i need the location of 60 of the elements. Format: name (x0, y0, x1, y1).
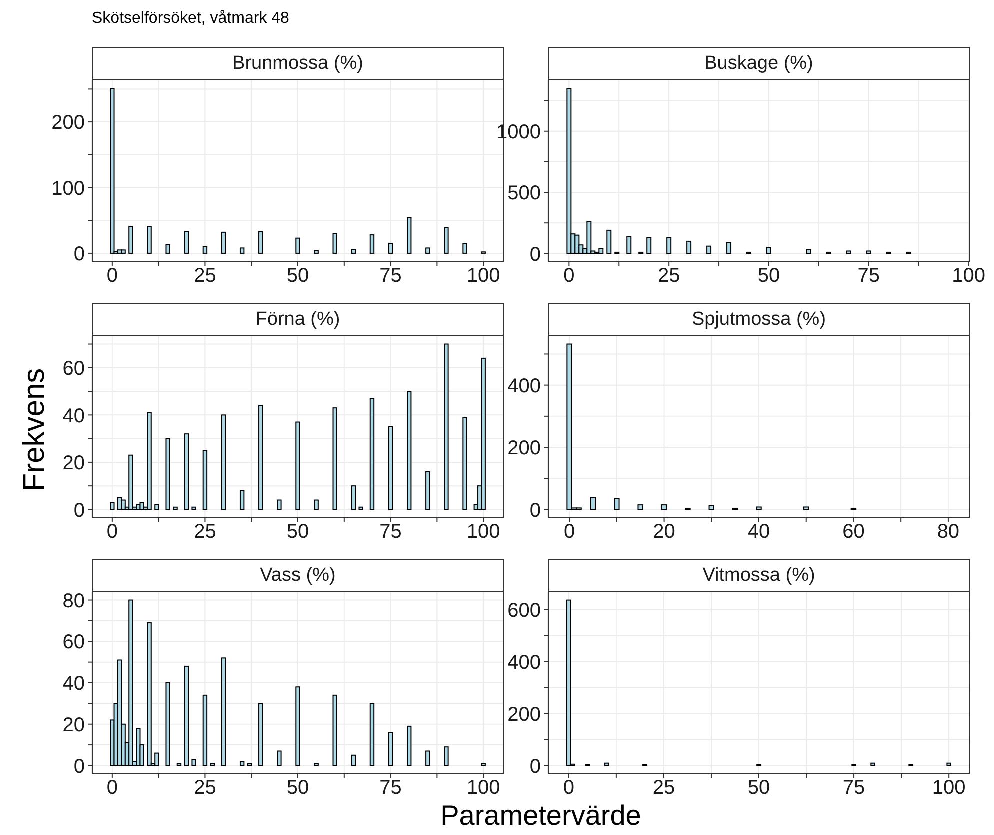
y-tick-label: 0 (530, 244, 541, 266)
text: Skötselförsöket, våtmark 48 (92, 10, 290, 28)
x-tick-label: 80 (937, 521, 960, 544)
y-tick-label: 0 (74, 244, 85, 266)
chart-title: Brunmossa (%) (92, 47, 504, 80)
x-tick-label: 50 (748, 777, 770, 800)
x-tick-label: 60 (842, 521, 865, 544)
y-tick-label: 0 (74, 756, 85, 778)
y-tick-label: 500 (508, 182, 541, 205)
x-tick-label: 100 (932, 777, 966, 800)
y-tick-label: 60 (62, 632, 85, 654)
x-tick-label: 100 (466, 521, 500, 544)
x-tick-label: 0 (106, 265, 118, 288)
x-tick-label: 50 (758, 265, 780, 288)
x-tick-label: 50 (286, 777, 310, 800)
x-tick-label: 40 (748, 521, 770, 544)
y-tick-label: 200 (508, 704, 541, 726)
chart-title: Vitmossa (%) (548, 559, 970, 592)
x-tick-label: 50 (286, 521, 310, 544)
x-tick-label: 100 (466, 777, 500, 800)
chart-title: Vass (%) (92, 559, 504, 592)
x-tick-label: 75 (380, 521, 402, 544)
x-tick-label: 0 (106, 777, 118, 800)
x-tick-label: 25 (658, 265, 680, 288)
y-tick-label: 200 (52, 112, 85, 134)
x-tick-label: 20 (653, 521, 676, 544)
x-tick-label: 0 (106, 521, 118, 544)
x-tick-label: 25 (652, 777, 676, 800)
x-tick-label: 50 (286, 265, 310, 288)
y-axis-title: Frekvens (18, 368, 52, 492)
y-tick-label: 40 (62, 405, 85, 428)
x-tick-label: 75 (380, 265, 402, 288)
x-tick-label: 25 (194, 265, 216, 288)
y-tick-label: 0 (74, 500, 85, 522)
y-tick-label: 400 (508, 652, 541, 674)
x-tick-label: 0 (564, 265, 575, 288)
y-tick-label: 60 (62, 358, 85, 380)
y-tick-label: 20 (62, 714, 85, 736)
x-tick-label: 25 (194, 521, 216, 544)
x-tick-label: 75 (842, 777, 866, 800)
x-tick-label: 75 (380, 777, 402, 800)
x-tick-label: 25 (194, 777, 216, 800)
y-tick-label: 40 (62, 673, 85, 696)
chart-title: Förna (%) (92, 303, 504, 336)
y-tick-label: 400 (508, 375, 541, 398)
x-axis-title: Parametervärde (440, 800, 642, 832)
y-tick-label: 200 (508, 438, 541, 460)
x-tick-label: 0 (563, 777, 574, 800)
chart-title: Buskage (%) (548, 47, 970, 80)
y-tick-label: 0 (530, 500, 541, 522)
x-tick-label: 75 (858, 265, 880, 288)
y-tick-label: 80 (62, 590, 85, 612)
y-tick-label: 20 (62, 452, 85, 475)
y-tick-label: 100 (52, 178, 85, 200)
chart-title: Spjutmossa (%) (548, 303, 970, 336)
y-tick-label: 600 (508, 600, 541, 622)
x-tick-label: 100 (466, 265, 500, 288)
y-tick-label: 0 (530, 756, 541, 778)
x-tick-label: 0 (564, 521, 576, 544)
x-tick-label: 100 (952, 265, 986, 288)
